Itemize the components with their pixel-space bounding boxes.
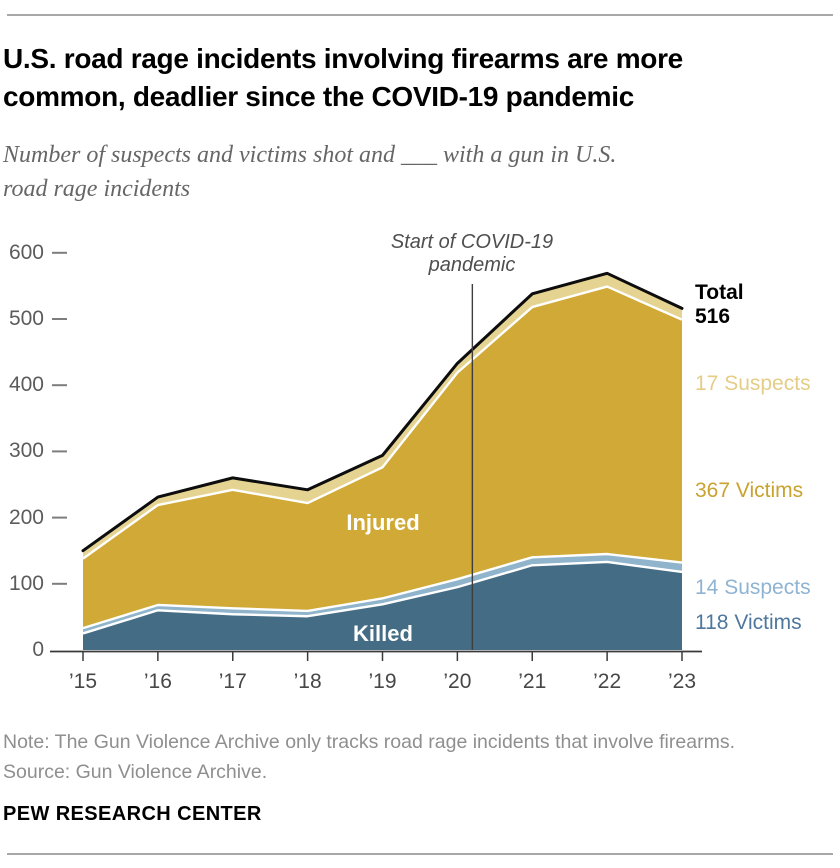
x-axis-label-3: ’17: [218, 670, 247, 693]
area-killed-victims: [83, 561, 682, 650]
separator-line-killed-suspects: [82, 552, 683, 630]
x-axis-label-7: ’21: [518, 670, 547, 693]
x-axis-label-9: ’23: [667, 670, 697, 693]
footnote-source: Source: Gun Violence Archive.: [3, 761, 268, 783]
bottom-divider: [7, 853, 833, 855]
killed-area-label: Killed: [353, 621, 413, 646]
y-axis-label-600: 600: [8, 240, 44, 264]
killed-suspects-label: 14 Suspects: [695, 576, 811, 599]
chart-subtitle: Number of suspects and victims shot and …: [3, 138, 616, 206]
x-axis-label-1: ’15: [68, 670, 98, 693]
x-axis-label-8: ’22: [593, 670, 622, 693]
title-line-2: common, deadlier since the COVID-19 pand…: [3, 81, 634, 112]
covid-annotation-line-1: Start of COVID-19: [390, 231, 554, 253]
y-axis-label-500: 500: [8, 307, 44, 330]
x-axis-label-2: ’16: [143, 670, 172, 693]
footnote-note: Note: The Gun Violence Archive only trac…: [3, 731, 735, 753]
covid-annotation-line-2: pandemic: [428, 254, 516, 276]
y-axis-label-200: 200: [8, 505, 44, 529]
separator-line-killed-victims: [82, 560, 683, 635]
injured-victims-label: 367 Victims: [695, 479, 804, 502]
footnote: Note: The Gun Violence Archive only trac…: [3, 727, 735, 787]
title-line-1: U.S. road rage incidents involving firea…: [3, 43, 683, 74]
covid-annotation: Start of COVID-19 pandemic: [391, 231, 553, 277]
chart-title: U.S. road rage incidents involving firea…: [3, 40, 683, 116]
subtitle-line-1: Number of suspects and victims shot and …: [3, 142, 617, 168]
subtitle-line-2: road rage incidents: [3, 176, 191, 202]
y-axis-label-100: 100: [8, 571, 44, 595]
y-axis-label-300: 300: [8, 439, 44, 463]
injured-area-label: Injured: [346, 510, 420, 535]
brand-name: PEW RESEARCH CENTER: [3, 803, 262, 825]
x-axis-label-6: ’20: [443, 670, 472, 693]
y-axis-label-0: 0: [32, 638, 44, 661]
killed-victims-label: 118 Victims: [695, 611, 802, 634]
injured-suspects-label: 17 Suspects: [695, 372, 811, 395]
top-divider: [7, 14, 833, 16]
x-axis-label-5: ’19: [368, 670, 397, 693]
separator-line-injured-victims: [82, 285, 683, 560]
x-axis-label-4: ’18: [293, 670, 322, 693]
total-label-value: 516: [695, 305, 731, 328]
total-label: Total 516: [695, 281, 744, 329]
total-line: [81, 271, 684, 553]
y-axis-label-400: 400: [8, 373, 44, 397]
total-label-title: Total: [695, 281, 744, 304]
